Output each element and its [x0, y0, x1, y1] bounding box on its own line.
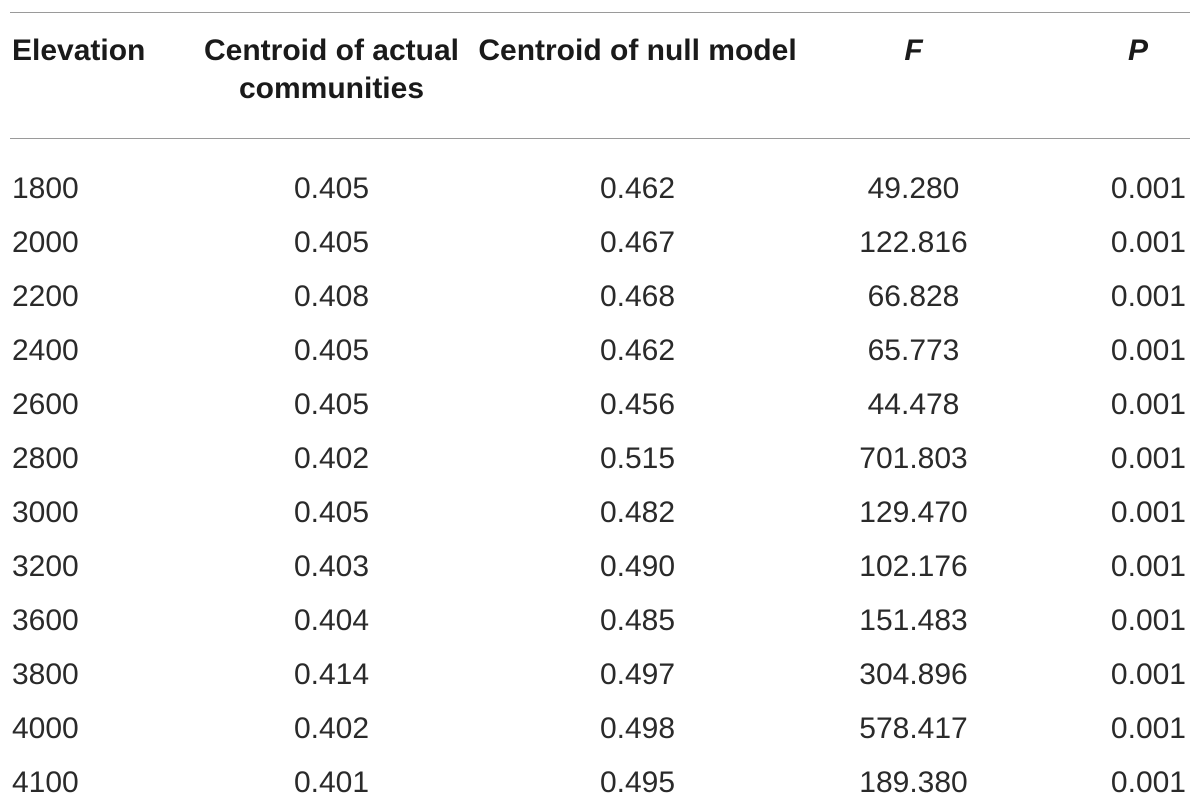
- cell-f: 66.828: [867, 280, 960, 313]
- header-centroid-null: Centroid of null model: [478, 34, 797, 67]
- cell-centroid-actual: 0.405: [293, 172, 370, 205]
- cell-elevation: 3000: [12, 496, 79, 529]
- data-table: Elevation Centroid of actual communities…: [0, 24, 1200, 810]
- cell-centroid-null: 0.462: [599, 334, 676, 367]
- cell-centroid-actual: 0.403: [293, 550, 370, 583]
- cell-f: 122.816: [859, 226, 968, 259]
- cell-centroid-null: 0.515: [599, 442, 676, 475]
- cell-centroid-actual: 0.414: [293, 658, 370, 691]
- cell-p: 0.001: [1110, 766, 1186, 799]
- cell-p: 0.001: [1110, 388, 1186, 421]
- cell-p: 0.001: [1110, 280, 1186, 313]
- cell-f: 304.896: [859, 658, 968, 691]
- cell-centroid-actual: 0.402: [293, 712, 370, 745]
- cell-centroid-null: 0.468: [599, 280, 676, 313]
- cell-p: 0.001: [1110, 226, 1186, 259]
- cell-centroid-null: 0.485: [599, 604, 676, 637]
- cell-elevation: 4000: [12, 712, 79, 745]
- cell-centroid-null: 0.495: [599, 766, 676, 799]
- cell-elevation: 3600: [12, 604, 79, 637]
- cell-f: 102.176: [859, 550, 968, 583]
- cell-p: 0.001: [1110, 172, 1186, 205]
- cell-elevation: 3200: [12, 550, 79, 583]
- cell-centroid-null: 0.462: [599, 172, 676, 205]
- cell-centroid-actual: 0.404: [293, 604, 370, 637]
- cell-elevation: 2200: [12, 280, 79, 313]
- cell-centroid-null: 0.497: [599, 658, 676, 691]
- cell-f: 49.280: [867, 172, 960, 205]
- cell-f: 129.470: [859, 496, 968, 529]
- cell-f: 151.483: [859, 604, 968, 637]
- cell-f: 578.417: [859, 712, 968, 745]
- cell-p: 0.001: [1110, 712, 1186, 745]
- header-bottom-rule: [10, 138, 1190, 139]
- cell-elevation: 2400: [12, 334, 79, 367]
- cell-centroid-actual: 0.401: [293, 766, 370, 799]
- cell-elevation: 4100: [12, 766, 79, 799]
- cell-centroid-actual: 0.402: [293, 442, 370, 475]
- table-row: 1800 0.405 0.462 49.280 0.001: [0, 146, 1200, 216]
- table-row: 2000 0.405 0.467 122.816 0.001: [0, 216, 1200, 270]
- cell-elevation: 2000: [12, 226, 79, 259]
- table-row: 3200 0.403 0.490 102.176 0.001: [0, 540, 1200, 594]
- header-p: P: [1127, 34, 1148, 67]
- cell-centroid-null: 0.482: [599, 496, 676, 529]
- cell-elevation: 2800: [12, 442, 79, 475]
- cell-centroid-null: 0.456: [599, 388, 676, 421]
- header-elevation: Elevation: [12, 34, 146, 67]
- table-body: 1800 0.405 0.462 49.280 0.001 2000 0.405 0.467 1…: [0, 146, 1200, 810]
- cell-p: 0.001: [1110, 604, 1186, 637]
- cell-centroid-actual: 0.405: [293, 388, 370, 421]
- cell-f: 701.803: [859, 442, 968, 475]
- cell-centroid-actual: 0.408: [293, 280, 370, 313]
- cell-centroid-actual: 0.405: [293, 496, 370, 529]
- cell-centroid-actual: 0.405: [293, 334, 370, 367]
- table-row: 2200 0.408 0.468 66.828 0.001: [0, 270, 1200, 324]
- header-row: Elevation Centroid of actual communities…: [0, 24, 1200, 146]
- cell-p: 0.001: [1110, 442, 1186, 475]
- cell-elevation: 2600: [12, 388, 79, 421]
- cell-f: 189.380: [859, 766, 968, 799]
- cell-centroid-null: 0.490: [599, 550, 676, 583]
- table-row: 4000 0.402 0.498 578.417 0.001: [0, 702, 1200, 756]
- table-top-rule: [10, 12, 1190, 13]
- table-row: 3800 0.414 0.497 304.896 0.001: [0, 648, 1200, 702]
- cell-p: 0.001: [1110, 334, 1186, 367]
- cell-centroid-null: 0.467: [599, 226, 676, 259]
- cell-centroid-null: 0.498: [599, 712, 676, 745]
- cell-p: 0.001: [1110, 496, 1186, 529]
- table-row: 2800 0.402 0.515 701.803 0.001: [0, 432, 1200, 486]
- cell-p: 0.001: [1110, 658, 1186, 691]
- cell-p: 0.001: [1110, 550, 1186, 583]
- header-f: F: [904, 34, 923, 67]
- cell-elevation: 3800: [12, 658, 79, 691]
- table-row: 3600 0.404 0.485 151.483 0.001: [0, 594, 1200, 648]
- cell-elevation: 1800: [12, 172, 79, 205]
- table-row: 4100 0.401 0.495 189.380 0.001: [0, 756, 1200, 810]
- table-row: 2400 0.405 0.462 65.773 0.001: [0, 324, 1200, 378]
- table-row: 3000 0.405 0.482 129.470 0.001: [0, 486, 1200, 540]
- table-header: Elevation Centroid of actual communities…: [0, 24, 1200, 146]
- table-row: 2600 0.405 0.456 44.478 0.001: [0, 378, 1200, 432]
- cell-centroid-actual: 0.405: [293, 226, 370, 259]
- header-centroid-actual: Centroid of actual communities: [203, 34, 459, 105]
- cell-f: 65.773: [867, 334, 960, 367]
- cell-f: 44.478: [867, 388, 960, 421]
